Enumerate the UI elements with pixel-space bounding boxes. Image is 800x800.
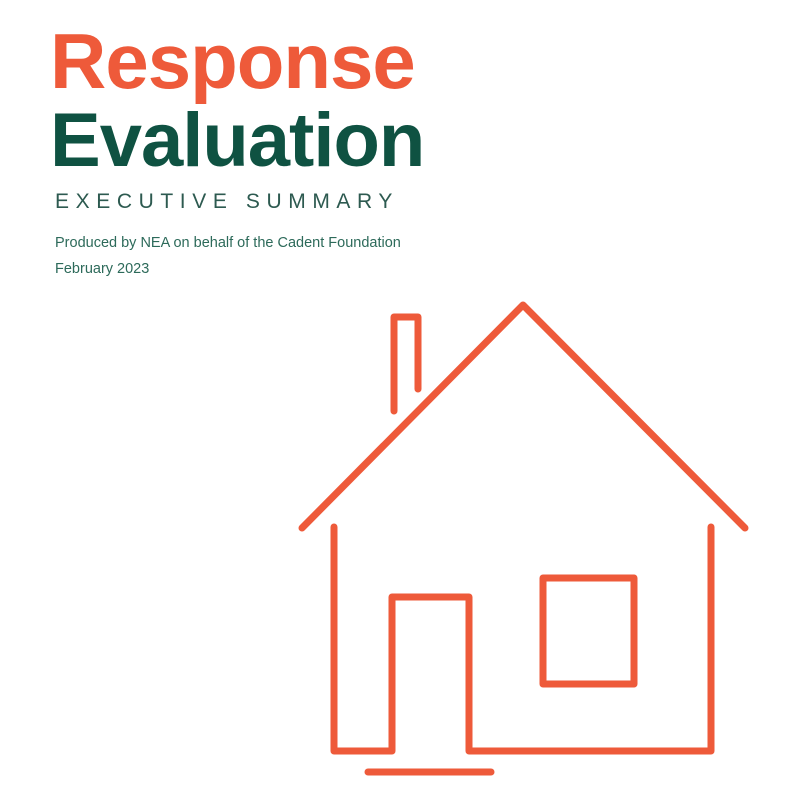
producer-line: Produced by NEA on behalf of the Cadent … xyxy=(55,235,401,251)
title-evaluation: Evaluation xyxy=(50,98,425,183)
roof xyxy=(298,301,749,532)
title-response: Response xyxy=(50,17,416,105)
subtitle: EXECUTIVE SUMMARY xyxy=(55,190,400,213)
date-line: February 2023 xyxy=(55,261,150,277)
chimney xyxy=(390,313,422,415)
walls-and-door xyxy=(330,523,715,755)
window xyxy=(539,574,638,688)
